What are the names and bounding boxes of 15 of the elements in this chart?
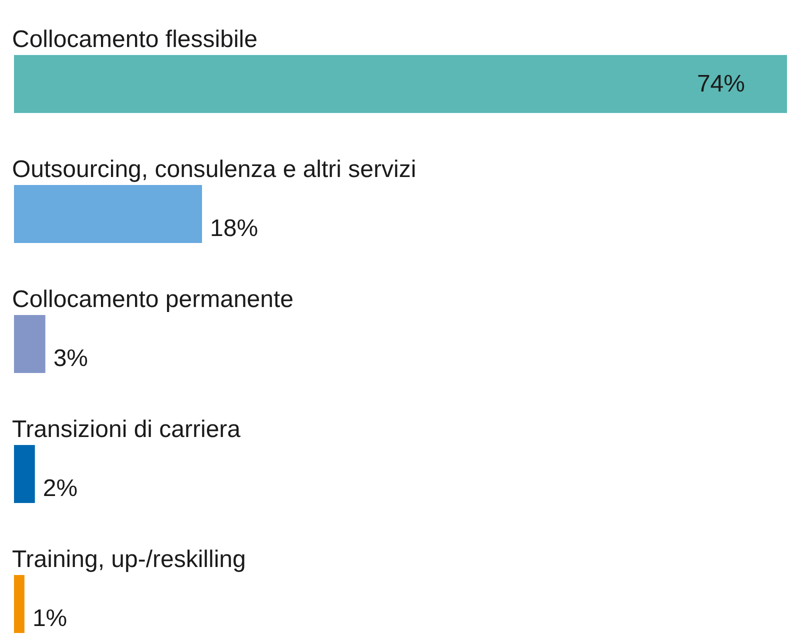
bar	[14, 575, 24, 633]
y-tick-label: Transizioni di carriera	[12, 416, 242, 443]
data-label: 1%	[32, 605, 68, 632]
y-tick-label: Collocamento flessibile	[12, 26, 258, 53]
data-label: 3%	[53, 345, 88, 372]
data-label: 18%	[210, 215, 258, 242]
data-label: 74%	[696, 70, 745, 98]
y-tick-label: Outsourcing, consulenza e altri servizi	[12, 156, 416, 183]
bar	[14, 55, 787, 113]
bar	[14, 315, 46, 373]
y-tick-label: Training, up-/reskilling	[12, 546, 246, 573]
data-label: 2%	[42, 475, 78, 502]
bar	[14, 445, 35, 503]
bar	[14, 185, 202, 243]
y-tick-label: Collocamento permanente	[12, 286, 294, 313]
